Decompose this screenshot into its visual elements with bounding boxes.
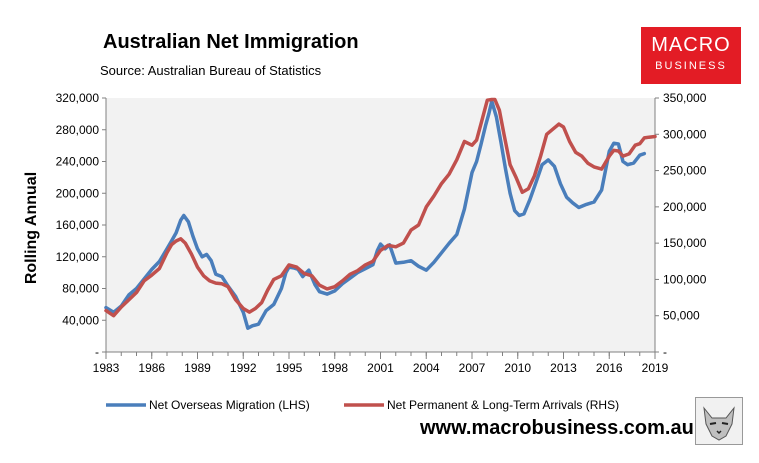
y-left-tick-label: 240,000 [56,155,100,169]
x-tick-label: 1986 [138,361,165,375]
y-right-tick-label: 300,000 [663,127,707,141]
plot-background [106,98,655,352]
x-tick-label: 1995 [276,361,303,375]
series-line-net-overseas-migration [104,99,647,330]
macrobusiness-logo: MACRO BUSINESS [641,27,741,84]
y-left-tick-label: 160,000 [56,218,100,232]
y-left-tick-label: 120,000 [56,250,100,264]
x-tick-label: 2010 [504,361,531,375]
legend: Net Overseas Migration (LHS) Net Permanen… [106,398,619,412]
y-left-tick-label: 280,000 [56,123,100,137]
y-left-tick-label: - [95,345,99,359]
x-tick-label: 1992 [230,361,257,375]
x-tick-label: 2004 [413,361,440,375]
chart-title: Australian Net Immigration [103,31,359,53]
series-lines [104,97,657,330]
y-axis-label: Rolling Annual [23,172,40,284]
y-right-tick-label: 100,000 [663,272,707,286]
y-left-tick-label: 200,000 [56,186,100,200]
y-right-tick-label: - [663,345,667,359]
y-right-tick-label: 150,000 [663,236,707,250]
wolf-mascot-icon [695,397,743,445]
series-line-permanent-long-term-arrivals [104,97,657,318]
y-left-tick-label: 40,000 [62,313,99,327]
x-tick-label: 1998 [321,361,348,375]
x-tick-label: 2016 [596,361,623,375]
y-right-tick-label: 50,000 [663,309,700,323]
legend-label: Net Overseas Migration (LHS) [149,398,310,412]
website-url[interactable]: www.macrobusiness.com.au [420,417,694,439]
y-left-tick-label: 80,000 [62,282,99,296]
y-right-tick-label: 200,000 [663,200,707,214]
logo-line-1: MACRO [651,34,731,56]
legend-label: Net Permanent & Long-Term Arrivals (RHS) [387,398,619,412]
x-tick-label: 1983 [93,361,120,375]
chart-source: Source: Australian Bureau of Statistics [100,63,322,78]
axes: - 40,000 80,000 120,000 160,000 200,000 240,00… [56,91,707,375]
x-tick-label: 2013 [550,361,577,375]
x-tick-label: 1989 [184,361,211,375]
logo-line-2: BUSINESS [655,60,727,72]
x-tick-label: 2007 [459,361,486,375]
y-left-tick-label: 320,000 [56,91,100,105]
x-tick-label: 2001 [367,361,394,375]
y-right-tick-label: 350,000 [663,91,707,105]
x-tick-label: 2019 [642,361,669,375]
y-right-tick-label: 250,000 [663,164,707,178]
